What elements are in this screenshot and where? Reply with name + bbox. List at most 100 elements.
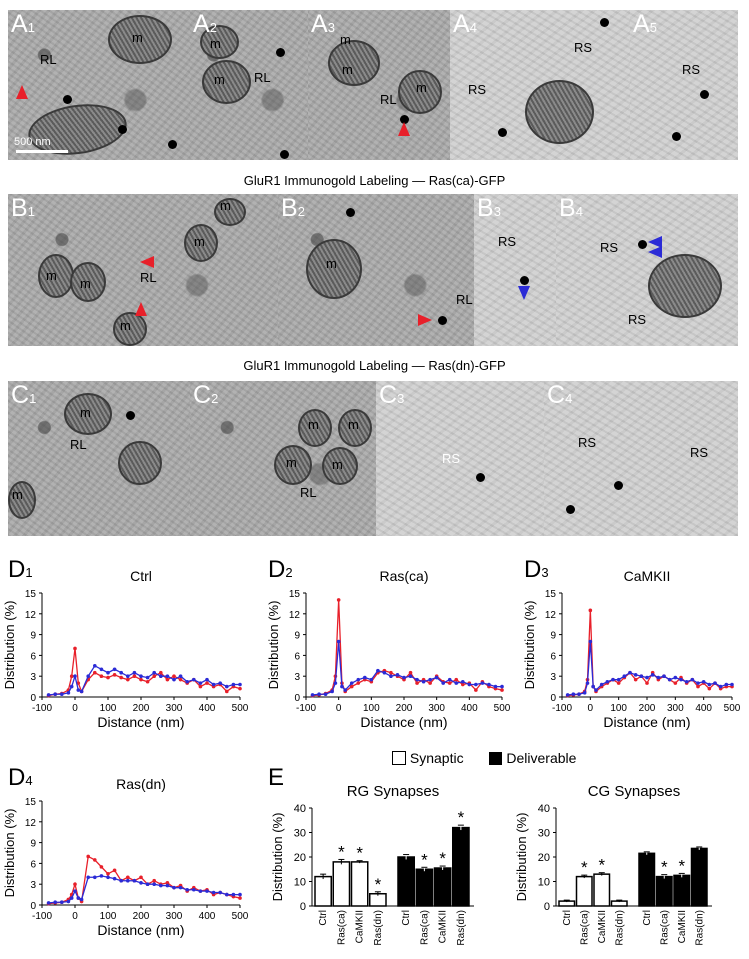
data-point-red: [69, 674, 74, 678]
data-point-red: [238, 686, 242, 691]
rl-label: RL: [70, 437, 87, 452]
x-tick-label: 300: [428, 703, 445, 714]
data-point-blue: [139, 674, 143, 678]
red-arrow: [16, 85, 28, 99]
blue-arrow: [648, 236, 662, 248]
data-point-blue: [585, 681, 590, 685]
x-category-label: Ctrl: [318, 910, 329, 926]
m-label: m: [210, 36, 221, 51]
data-point-blue: [421, 679, 426, 684]
x-axis-label: Distance (nm): [603, 714, 690, 730]
data-point-red: [447, 681, 452, 685]
data-point-blue: [211, 890, 216, 895]
data-point-blue: [79, 689, 84, 694]
rl-label: RL: [380, 92, 397, 107]
x-tick-label: 200: [639, 703, 656, 714]
data-point-blue: [159, 674, 163, 678]
data-point-red: [178, 677, 183, 682]
data-point-red: [633, 677, 638, 682]
y-axis-label: Distribution (%): [266, 601, 281, 690]
y-axis-label: Distribution (%): [2, 809, 17, 898]
x-category-label: Ras(ca): [579, 910, 590, 945]
panel-label-c4: C4: [547, 381, 573, 409]
y-axis-label: Distribution (%): [270, 813, 285, 902]
data-point-blue: [152, 882, 156, 886]
rl-label: RL: [40, 52, 57, 67]
data-point-red: [172, 674, 176, 678]
data-point-red: [119, 675, 123, 680]
data-point-blue: [336, 639, 341, 644]
x-tick-label: 400: [695, 703, 712, 714]
data-point-blue: [99, 874, 104, 878]
bar-synaptic: [575, 875, 593, 907]
bar-synaptic: [314, 875, 332, 907]
x-category-label: Ras(dn): [373, 910, 384, 946]
data-point-blue: [165, 883, 170, 888]
legend-deliverable-swatch: [489, 752, 503, 765]
data-point-blue: [487, 682, 491, 687]
data-point-red: [707, 686, 712, 691]
x-tick-label: 300: [667, 703, 684, 714]
m-label: m: [348, 417, 359, 432]
data-point-red: [139, 677, 143, 682]
rs-label: RS: [628, 312, 647, 327]
y-tick-label: 0: [550, 693, 556, 704]
y-tick-label: 0: [544, 901, 550, 913]
x-category-label: Ras(ca): [419, 910, 430, 945]
data-point-blue: [650, 673, 655, 677]
panel-label-b4: B4: [559, 194, 583, 222]
data-point-red: [139, 875, 143, 880]
y-axis-label: Distribution (%): [2, 601, 17, 690]
data-point-blue: [231, 682, 236, 687]
data-point-blue: [145, 675, 150, 680]
data-point-blue: [667, 677, 672, 682]
data-point-blue: [684, 679, 689, 684]
rs-label: RS: [600, 240, 619, 255]
data-point-red: [93, 858, 97, 862]
m-label: m: [46, 268, 57, 283]
data-point-blue: [588, 639, 593, 644]
data-point-blue: [73, 674, 77, 678]
data-point-blue: [662, 674, 666, 678]
chart-title: Ras(dn): [116, 776, 166, 792]
y-tick-label: 9: [550, 631, 556, 642]
m-label: m: [214, 72, 225, 87]
y-tick-label: 10: [294, 877, 306, 889]
data-point-red: [106, 675, 110, 680]
data-point-blue: [106, 875, 110, 880]
data-point-red: [389, 670, 393, 675]
data-point-blue: [696, 681, 700, 685]
data-point-blue: [76, 688, 81, 692]
panel-label-d2: D2: [268, 556, 293, 583]
x-tick-label: 300: [166, 911, 183, 922]
data-point-blue: [323, 692, 328, 697]
data-point-red: [588, 608, 593, 613]
x-category-label: CaMKII: [677, 910, 688, 943]
data-point-red: [454, 677, 459, 682]
data-point-blue: [730, 682, 734, 687]
legend-synaptic-swatch: [392, 751, 406, 765]
red-arrow: [140, 256, 154, 268]
data-point-red: [205, 681, 209, 685]
data-point-blue: [382, 670, 387, 675]
data-point-red: [73, 646, 77, 651]
em-panel-a3: A3 m m m RL: [308, 10, 450, 160]
significance-marker: *: [375, 875, 382, 894]
data-point-blue: [192, 677, 196, 682]
data-point-blue: [690, 677, 695, 682]
data-point-blue: [69, 684, 74, 689]
data-point-blue: [633, 673, 638, 677]
data-point-blue: [571, 692, 576, 697]
data-point-blue: [389, 674, 393, 678]
data-point-red: [73, 882, 77, 886]
rs-label: RS: [690, 445, 709, 460]
scale-bar-label: 500 nm: [14, 136, 51, 148]
data-point-blue: [582, 691, 587, 695]
x-tick-label: 0: [336, 703, 342, 714]
bar-deliverable: [415, 868, 434, 907]
data-point-blue: [493, 684, 498, 689]
data-point-blue: [461, 679, 465, 684]
significance-marker: *: [458, 808, 465, 827]
data-point-blue: [500, 684, 504, 689]
data-point-blue: [330, 689, 334, 694]
